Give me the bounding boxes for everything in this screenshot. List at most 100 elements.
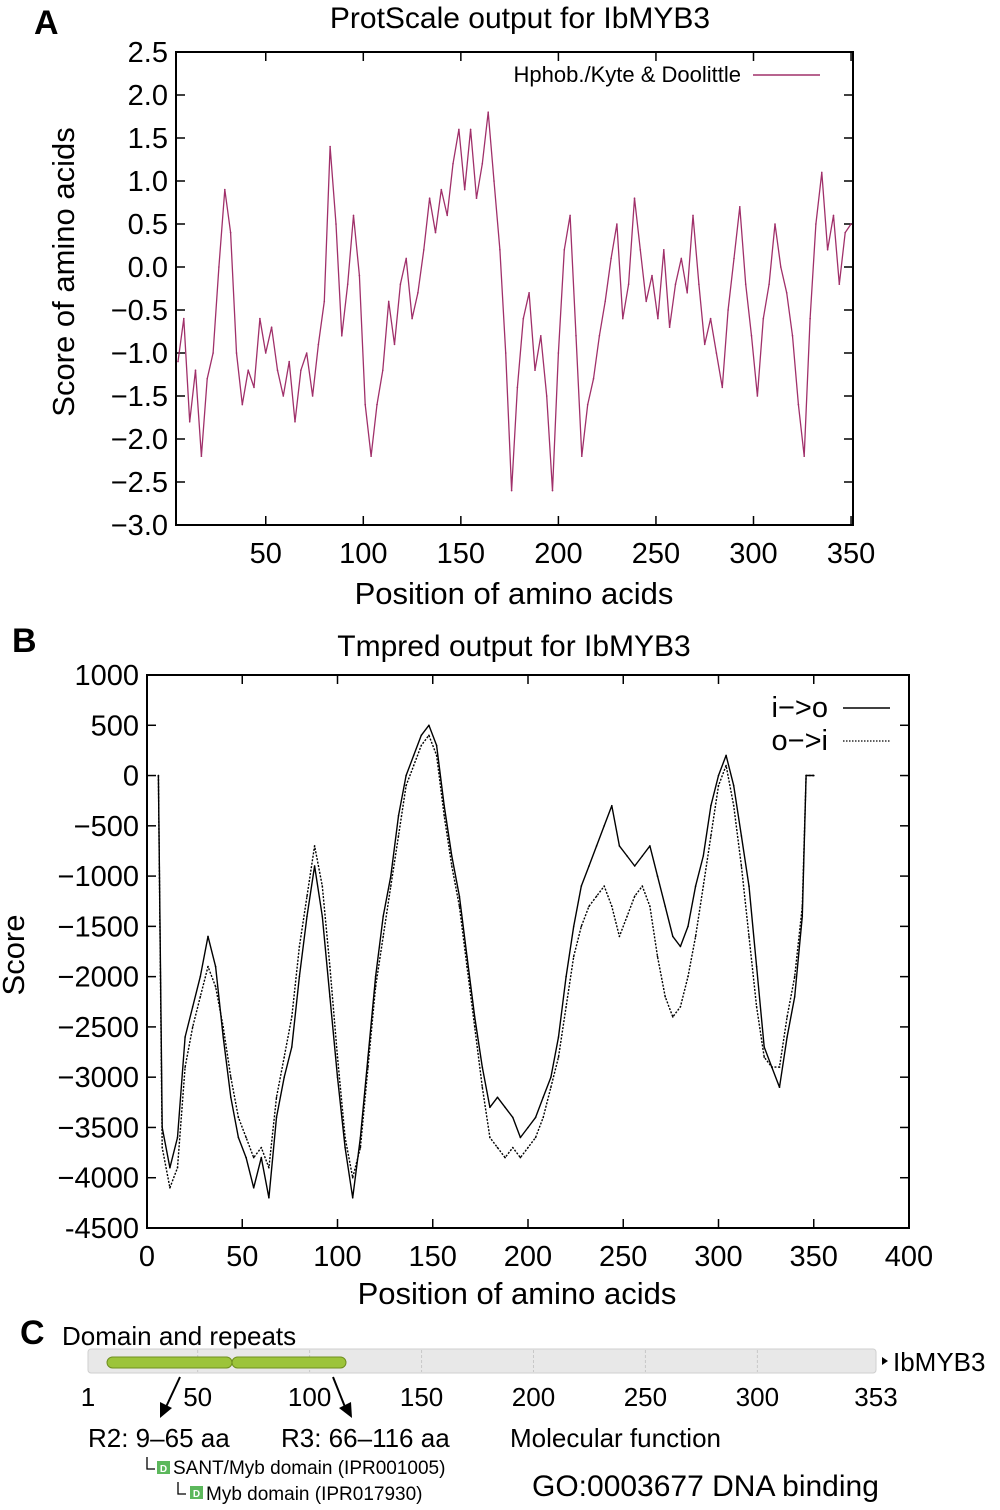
data-point bbox=[207, 965, 209, 968]
data-point bbox=[668, 326, 671, 329]
data-point bbox=[740, 835, 743, 837]
data-point bbox=[580, 885, 583, 887]
x-tick-label: 350 bbox=[827, 538, 875, 570]
data-point bbox=[633, 895, 636, 897]
x-tick-label: 250 bbox=[599, 1241, 647, 1273]
y-tick-label: 1.5 bbox=[128, 123, 168, 155]
data-point bbox=[715, 352, 718, 354]
data-point bbox=[306, 915, 308, 918]
data-point bbox=[664, 995, 666, 998]
y-tick-label: 0.5 bbox=[128, 209, 168, 241]
data-point bbox=[639, 249, 642, 251]
data-point bbox=[282, 395, 285, 397]
domain-sant-myb[interactable]: SANT/Myb domain (IPR001005) bbox=[173, 1458, 445, 1479]
data-point bbox=[679, 945, 682, 948]
data-point bbox=[420, 744, 423, 747]
data-point bbox=[169, 1166, 171, 1169]
data-point bbox=[698, 283, 700, 286]
data-point bbox=[763, 1046, 765, 1048]
data-point bbox=[616, 223, 618, 225]
x-tick-label: 250 bbox=[632, 538, 680, 570]
data-point bbox=[780, 266, 782, 268]
data-point bbox=[664, 905, 666, 908]
data-point bbox=[565, 975, 567, 978]
panel-a-chart: A ProtScale output for IbMYB3 −3.0 −2.5 −2… bbox=[34, 2, 875, 611]
x-tick-label: 200 bbox=[534, 538, 582, 570]
domain-r2-bar[interactable] bbox=[106, 1356, 233, 1369]
data-point bbox=[595, 845, 598, 847]
data-point bbox=[311, 395, 314, 397]
data-point bbox=[832, 214, 835, 217]
go-term[interactable]: GO:0003677 DNA binding bbox=[532, 1470, 879, 1503]
data-point bbox=[446, 214, 449, 217]
y-tick-label: −0.5 bbox=[111, 295, 168, 327]
data-point bbox=[259, 317, 261, 320]
panel-c-domain-map: C Domain and repeats IbMYB3 1 50 100 150 200… bbox=[20, 1314, 986, 1505]
data-point bbox=[260, 1156, 263, 1159]
data-point bbox=[473, 1016, 476, 1018]
data-point bbox=[850, 223, 852, 225]
domain-myb[interactable]: Myb domain (IPR017930) bbox=[206, 1484, 423, 1505]
data-point bbox=[686, 292, 688, 294]
data-point bbox=[550, 1076, 552, 1078]
panel-b-title: Tmpred output for IbMYB3 bbox=[337, 630, 691, 663]
data-point bbox=[317, 343, 320, 346]
data-point bbox=[512, 1116, 514, 1119]
data-point bbox=[291, 1016, 293, 1018]
data-point bbox=[184, 1066, 186, 1068]
data-point bbox=[458, 905, 461, 908]
data-point bbox=[435, 744, 438, 747]
data-point bbox=[288, 360, 291, 363]
data-point bbox=[481, 1066, 484, 1068]
data-point bbox=[382, 935, 385, 938]
data-point bbox=[298, 945, 301, 948]
data-point bbox=[275, 1116, 278, 1119]
data-point bbox=[803, 455, 805, 458]
data-point bbox=[323, 300, 326, 303]
data-point bbox=[641, 885, 644, 887]
data-point bbox=[352, 214, 355, 217]
data-point bbox=[300, 369, 302, 372]
data-point bbox=[703, 343, 706, 346]
data-point bbox=[527, 1146, 529, 1149]
data-point bbox=[283, 1076, 286, 1078]
data-point bbox=[687, 925, 689, 928]
data-point bbox=[657, 317, 659, 320]
data-point bbox=[527, 1126, 529, 1129]
data-point bbox=[522, 317, 525, 320]
data-point bbox=[313, 845, 316, 847]
data-point bbox=[475, 197, 478, 199]
y-tick-label: 2.5 bbox=[128, 37, 168, 69]
data-point bbox=[161, 1146, 163, 1149]
data-point bbox=[321, 885, 324, 887]
data-point bbox=[672, 1016, 674, 1018]
data-point bbox=[575, 335, 577, 337]
data-point bbox=[412, 754, 415, 757]
data-point bbox=[826, 249, 829, 251]
data-point bbox=[618, 845, 621, 847]
data-point bbox=[237, 1136, 240, 1139]
data-point bbox=[451, 855, 453, 857]
data-point bbox=[557, 352, 560, 354]
domain-r3-bar[interactable] bbox=[231, 1356, 347, 1369]
data-point bbox=[382, 369, 384, 372]
data-point bbox=[563, 249, 566, 251]
tree-connector-2-icon bbox=[177, 1482, 186, 1495]
x-tick-label: 300 bbox=[694, 1241, 742, 1273]
data-point bbox=[294, 421, 296, 423]
y-tick-label: 1.0 bbox=[128, 166, 168, 198]
data-point bbox=[692, 214, 694, 217]
data-point bbox=[230, 1096, 232, 1099]
data-point bbox=[212, 352, 214, 354]
data-point bbox=[627, 283, 630, 286]
data-point bbox=[313, 865, 316, 867]
data-point bbox=[725, 754, 727, 757]
data-point bbox=[275, 1096, 278, 1099]
data-point bbox=[815, 223, 817, 225]
data-point bbox=[440, 188, 443, 191]
data-point bbox=[481, 1086, 484, 1088]
data-point bbox=[367, 1066, 369, 1068]
data-point bbox=[656, 955, 659, 958]
data-point bbox=[557, 1056, 560, 1058]
